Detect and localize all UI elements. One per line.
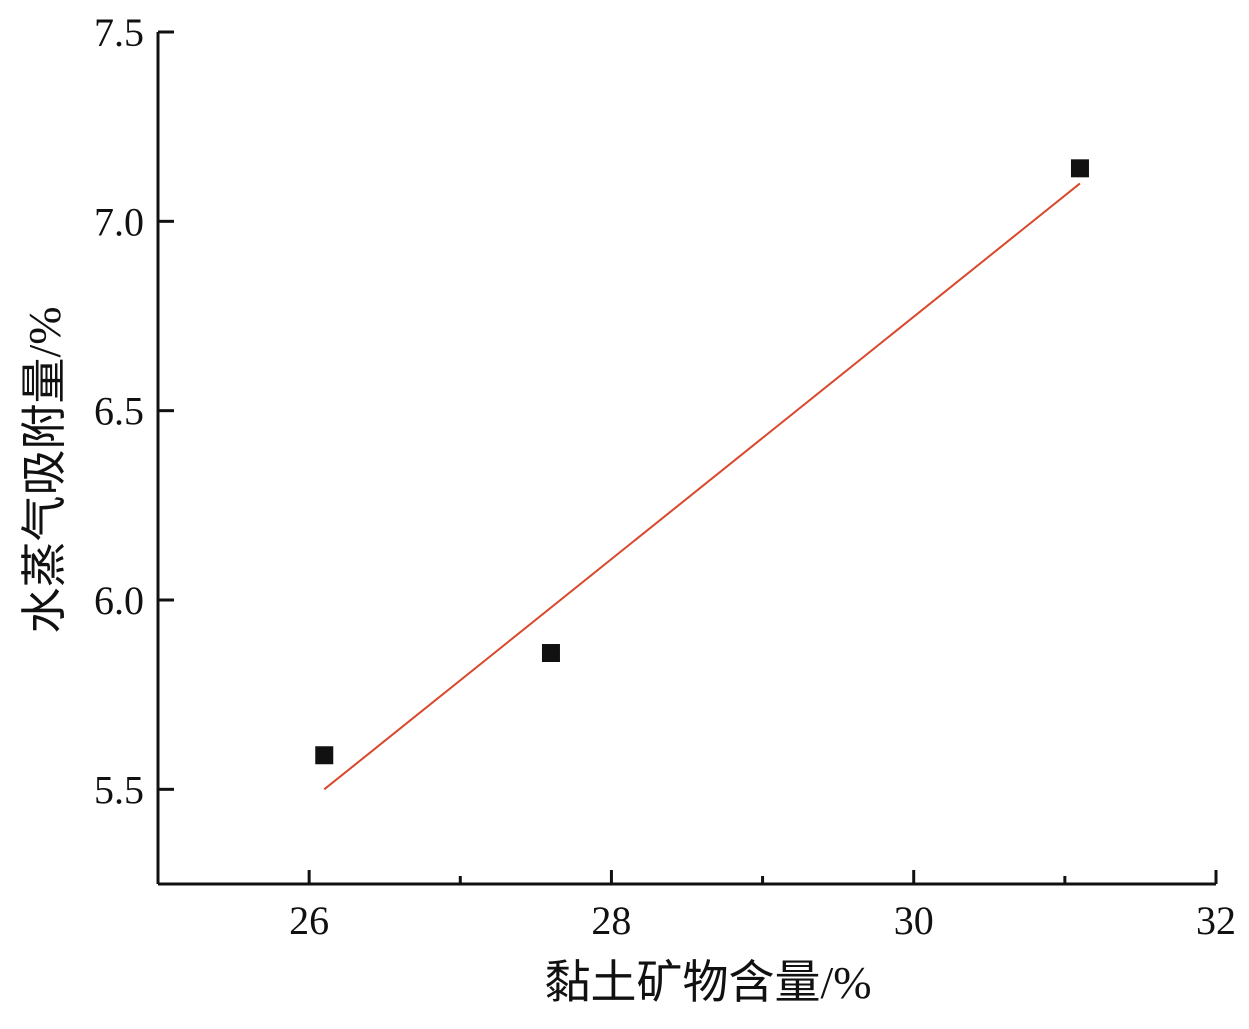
x-tick-label: 28 <box>591 898 631 943</box>
fit-line <box>323 182 1081 791</box>
x-tick-label: 32 <box>1196 898 1236 943</box>
point <box>541 644 560 663</box>
y-tick-label: 5.5 <box>94 767 144 812</box>
y-tick-label: 6.0 <box>94 578 144 623</box>
y-tick-label: 7.0 <box>94 199 144 244</box>
y-tick-label: 6.5 <box>94 389 144 434</box>
y-axis-title: 水蒸气吸附量/% <box>19 306 70 633</box>
y-tick-label: 7.5 <box>94 10 144 55</box>
point <box>315 746 334 765</box>
x-axis-title: 黏土矿物含量/% <box>544 957 871 1008</box>
x-tick-label: 30 <box>894 898 934 943</box>
point <box>1070 159 1089 178</box>
x-tick-label: 26 <box>289 898 329 943</box>
